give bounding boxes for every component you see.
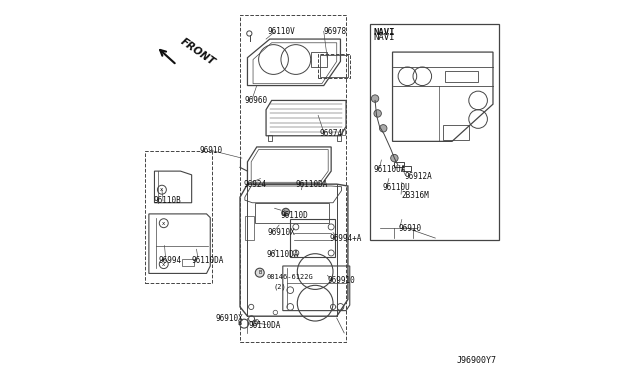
Text: 96974: 96974 xyxy=(320,129,343,138)
Circle shape xyxy=(255,268,264,277)
Bar xyxy=(268,135,273,141)
Bar xyxy=(245,216,254,240)
Text: 96960: 96960 xyxy=(244,96,268,105)
Text: x: x xyxy=(162,221,165,226)
Text: 96910: 96910 xyxy=(199,146,222,155)
Bar xyxy=(342,129,346,135)
Text: 96110V: 96110V xyxy=(267,27,295,36)
Bar xyxy=(240,15,346,342)
Bar xyxy=(320,55,348,77)
Bar xyxy=(337,135,341,141)
Circle shape xyxy=(282,208,289,216)
Text: 96110UA: 96110UA xyxy=(374,165,406,174)
Bar xyxy=(310,52,328,67)
Text: 96978: 96978 xyxy=(324,27,347,36)
Text: NAVI: NAVI xyxy=(374,28,396,37)
Circle shape xyxy=(371,95,379,102)
Text: 96110DA: 96110DA xyxy=(266,250,298,259)
Text: FRONT: FRONT xyxy=(179,36,217,67)
Text: (2): (2) xyxy=(273,283,286,290)
Text: J96900Y7: J96900Y7 xyxy=(457,356,497,365)
Bar xyxy=(182,259,193,266)
Text: B: B xyxy=(258,270,261,275)
Text: 96994+A: 96994+A xyxy=(330,234,362,243)
Bar xyxy=(318,54,349,78)
Text: B: B xyxy=(237,321,242,326)
Bar xyxy=(445,71,478,82)
Text: 96910X: 96910X xyxy=(267,228,295,237)
Bar xyxy=(370,24,499,240)
Text: NAVI: NAVI xyxy=(373,33,395,42)
Text: 969910: 969910 xyxy=(328,276,355,285)
Bar xyxy=(145,151,212,283)
Text: 96110U: 96110U xyxy=(383,183,410,192)
Circle shape xyxy=(380,125,387,132)
Circle shape xyxy=(374,110,381,117)
Text: 96110B: 96110B xyxy=(154,196,182,205)
Bar xyxy=(394,162,404,167)
Bar xyxy=(255,203,330,223)
Text: 96110DA: 96110DA xyxy=(191,256,224,265)
Bar xyxy=(443,125,468,140)
Bar xyxy=(402,166,411,171)
Text: 2B316M: 2B316M xyxy=(401,191,429,200)
Circle shape xyxy=(390,154,398,162)
Text: 08146-6122G: 08146-6122G xyxy=(266,274,313,280)
Text: 96910: 96910 xyxy=(398,224,421,233)
Text: 96924: 96924 xyxy=(244,180,267,189)
Text: x: x xyxy=(162,262,165,267)
Text: 96910X: 96910X xyxy=(216,314,244,323)
Text: 96110D: 96110D xyxy=(281,211,308,220)
Text: 96110DA: 96110DA xyxy=(296,180,328,189)
Text: 96994: 96994 xyxy=(159,256,182,265)
Text: x: x xyxy=(159,187,163,192)
Text: 96912A: 96912A xyxy=(405,172,433,181)
Text: 96110DA: 96110DA xyxy=(248,321,281,330)
